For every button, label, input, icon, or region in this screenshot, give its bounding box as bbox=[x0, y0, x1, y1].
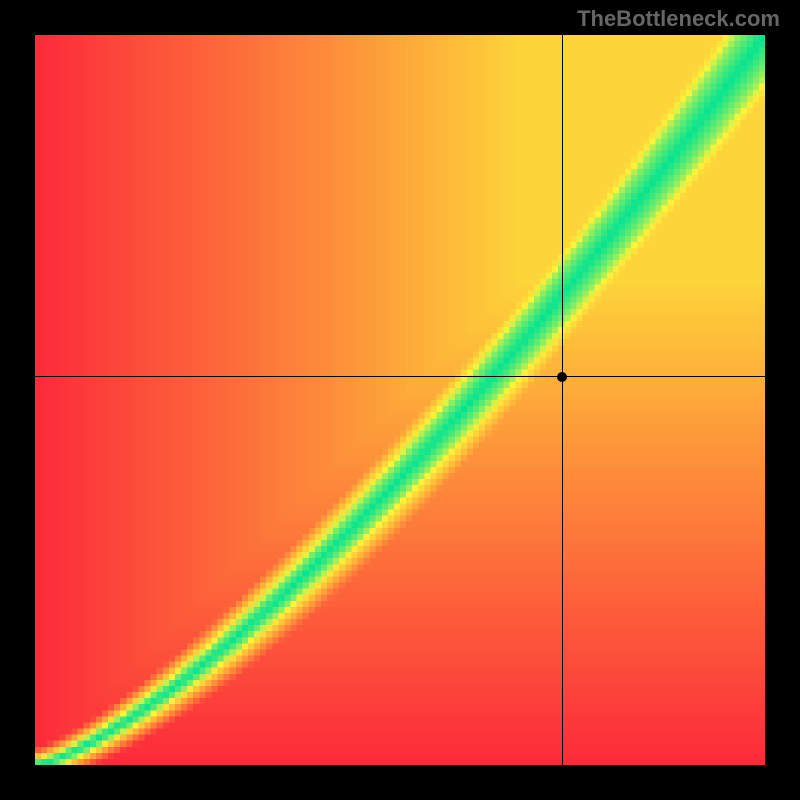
bottleneck-heatmap bbox=[35, 35, 765, 765]
crosshair-horizontal bbox=[35, 376, 765, 377]
crosshair-marker bbox=[557, 372, 567, 382]
crosshair-vertical bbox=[562, 35, 563, 765]
watermark-text: TheBottleneck.com bbox=[577, 6, 780, 32]
chart-container: TheBottleneck.com bbox=[0, 0, 800, 800]
